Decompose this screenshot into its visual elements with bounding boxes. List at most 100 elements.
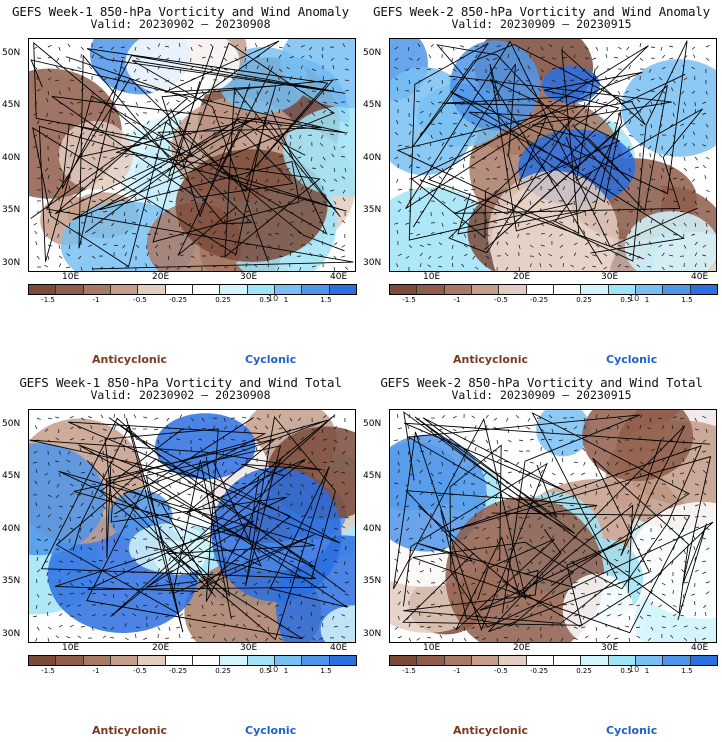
wind-vector (628, 449, 633, 452)
wind-vector (242, 439, 247, 442)
wind-vector (333, 560, 338, 563)
wind-vector (80, 132, 85, 136)
colorbar-swatch (29, 285, 57, 294)
wind-vector (300, 45, 305, 48)
colorbar-tick-label: 0.25 (215, 296, 231, 304)
wind-vector (275, 604, 280, 607)
wind-vector (441, 167, 445, 172)
wind-vector (289, 417, 293, 422)
longitude-label: 10E (423, 643, 441, 653)
wind-vector (595, 46, 599, 51)
colorbar-swatch (83, 285, 111, 294)
wind-vector (47, 417, 52, 420)
wind-vector (647, 637, 652, 641)
wind-vector (548, 100, 553, 103)
wind-vector (396, 178, 399, 183)
wind-vector (124, 637, 129, 641)
wind-vector (526, 222, 531, 226)
wind-vector (157, 43, 161, 48)
wind-vector (451, 546, 454, 551)
wind-vector (551, 458, 554, 463)
wind-vector (289, 636, 294, 639)
wind-vector (515, 615, 520, 618)
wind-vector (430, 87, 433, 92)
wind-vector (300, 219, 304, 224)
wind-vector (176, 90, 181, 93)
wind-vector (91, 266, 94, 271)
wind-vector (265, 637, 269, 642)
vorticity-field (390, 39, 716, 271)
wind-vector (300, 502, 303, 507)
wind-vector (179, 254, 184, 257)
wind-vector (407, 98, 410, 103)
wind-vector (212, 505, 217, 508)
wind-vector (89, 450, 93, 455)
wind-vector (58, 524, 62, 529)
wind-vector (124, 112, 127, 118)
wind-vector (277, 222, 280, 227)
wind-vector (625, 55, 630, 59)
wind-vector (493, 615, 498, 619)
wind-vector (198, 123, 203, 127)
wind-vector (606, 560, 609, 565)
wind-vector (639, 472, 642, 477)
wind-vector (274, 233, 280, 235)
wind-vector (267, 210, 272, 213)
wind-vector (650, 123, 652, 129)
wind-vector (595, 428, 598, 433)
wind-vector (286, 527, 291, 530)
wind-vector (201, 198, 206, 202)
wind-vector (121, 89, 126, 92)
wind-vector (516, 571, 520, 576)
wind-vector (460, 88, 465, 92)
vorticity-blob (155, 413, 256, 480)
wind-vector (256, 571, 261, 574)
wind-vector (267, 516, 272, 520)
wind-vector (485, 90, 490, 93)
wind-vector (639, 143, 644, 147)
panel-valid-dates: Valid: 20230909 – 20230915 (451, 17, 632, 31)
wind-vector (178, 43, 181, 48)
wind-vector (190, 208, 193, 213)
wind-vector (408, 123, 413, 127)
wind-vector (540, 524, 544, 529)
wind-vector (89, 527, 93, 532)
wind-vector (278, 68, 283, 72)
wind-vector (452, 591, 457, 595)
wind-vector (680, 568, 685, 573)
wind-vector (415, 68, 421, 70)
wind-vector (146, 525, 151, 529)
wind-vector (99, 198, 104, 202)
colorbar-swatch (444, 285, 472, 294)
wind-vector (441, 186, 446, 191)
wind-vector (102, 428, 107, 431)
wind-vector (65, 266, 71, 268)
wind-vector (102, 243, 107, 246)
wind-vector (518, 516, 523, 519)
wind-vector (437, 68, 443, 70)
wind-vector (135, 527, 139, 532)
wind-vector (102, 450, 105, 455)
wind-vector (529, 461, 534, 464)
wind-vector (614, 56, 619, 59)
wind-vector (210, 156, 214, 161)
wind-vector (419, 178, 423, 183)
wind-vector (603, 233, 608, 236)
wind-vector (264, 156, 269, 161)
wind-vector (320, 549, 324, 554)
wind-vector (278, 200, 282, 205)
wind-vector (223, 230, 227, 235)
wind-vector (212, 469, 216, 474)
wind-vector (395, 494, 399, 499)
wind-vector (278, 613, 283, 617)
wind-vector (693, 546, 696, 551)
wind-vector (243, 142, 247, 147)
wind-vector (639, 167, 642, 172)
wind-vector (179, 233, 184, 236)
wind-vector (669, 265, 674, 268)
wind-vector (311, 200, 314, 206)
vorticity-blob (128, 523, 210, 573)
wind-vector (188, 222, 192, 227)
wind-vector (560, 469, 564, 474)
wind-vector (111, 222, 115, 227)
